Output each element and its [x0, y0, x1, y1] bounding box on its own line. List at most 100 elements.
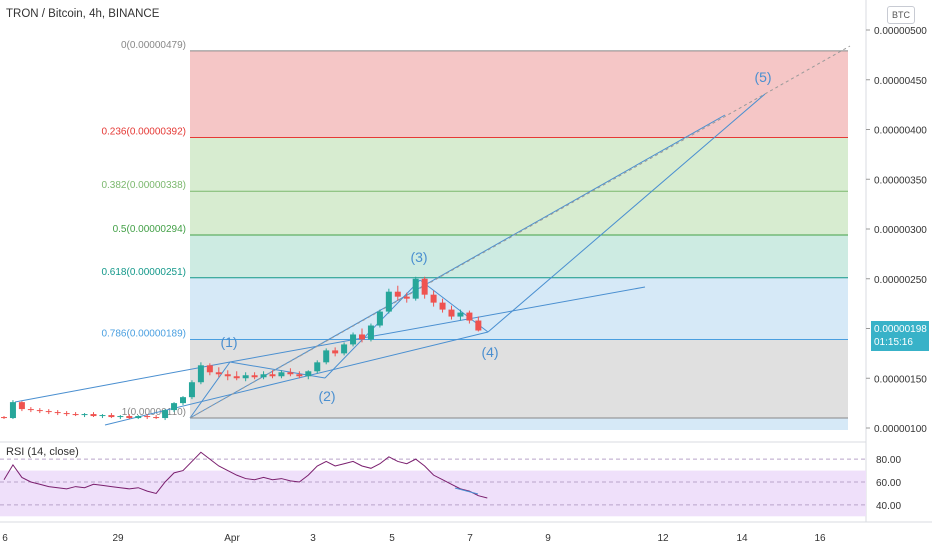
candle-body — [449, 310, 455, 317]
candle-body — [207, 365, 213, 372]
candle-body — [28, 409, 34, 410]
candle-body — [82, 414, 88, 415]
y-tick-label: 0.00000450 — [874, 76, 927, 87]
candle-body — [278, 372, 284, 376]
candle-body — [198, 365, 204, 382]
candle-body — [99, 415, 105, 416]
candle-body — [234, 376, 240, 378]
fib-level-label: 0.236(0.00000392) — [101, 126, 186, 137]
candle-body — [46, 411, 52, 412]
candle-body — [404, 297, 410, 299]
candle-body — [350, 334, 356, 344]
rsi-tick-label: 60.00 — [876, 478, 901, 489]
candle-body — [314, 362, 320, 371]
candle-body — [440, 303, 446, 310]
candle-body — [332, 350, 338, 353]
candle-body — [216, 372, 222, 374]
candle-body — [395, 292, 401, 297]
rsi-tick-label: 40.00 — [876, 501, 901, 512]
y-tick-label: 0.00000350 — [874, 175, 927, 186]
last-price-badge: 0.00000198 01:15:16 — [871, 321, 929, 351]
wave-label: (2) — [318, 388, 335, 404]
fib-level-label: 0.5(0.00000294) — [113, 224, 186, 235]
x-tick-label: Apr — [224, 533, 240, 544]
wave-label: (5) — [754, 69, 771, 85]
x-tick-label: 14 — [736, 533, 748, 544]
fib-zone — [190, 191, 848, 235]
fib-level-label: 0.786(0.00000189) — [101, 328, 186, 339]
fib-zone — [190, 278, 848, 340]
candle-body — [73, 414, 79, 415]
candle-body — [475, 321, 481, 331]
fib-level-label: 0.618(0.00000251) — [101, 267, 186, 278]
fib-zone — [190, 51, 848, 138]
y-tick-label: 0.00000250 — [874, 275, 927, 286]
candle-body — [1, 417, 7, 418]
fib-level-label: 0.382(0.00000338) — [101, 180, 186, 191]
fib-zone — [190, 137, 848, 191]
fib-zone — [190, 418, 848, 430]
wave-label: (3) — [410, 249, 427, 265]
candle-body — [117, 416, 123, 417]
price-axis[interactable]: 0.00000500 0.00000450 0.00000400 0.00000350… — [866, 0, 927, 522]
x-tick-label: 29 — [112, 533, 124, 544]
fib-zone — [190, 235, 848, 278]
candle-body — [296, 374, 302, 376]
rsi-title: RSI (14, close) — [6, 446, 79, 458]
candle-body — [19, 402, 25, 409]
candle-body — [270, 374, 276, 376]
rsi-pane[interactable]: 40.00 60.00 80.00 — [0, 442, 901, 516]
x-tick-label: 12 — [657, 533, 669, 544]
candle-body — [108, 415, 114, 417]
candle-body — [252, 375, 258, 377]
bar-countdown: 01:15:16 — [874, 336, 929, 349]
x-tick-label: 16 — [814, 533, 826, 544]
candle-body — [413, 279, 419, 299]
y-tick-label: 0.00000300 — [874, 225, 927, 236]
rsi-band — [0, 471, 866, 517]
rsi-tick-label: 80.00 — [876, 455, 901, 466]
candle-body — [368, 326, 374, 340]
candle-body — [287, 372, 293, 374]
candle-body — [377, 312, 383, 326]
candle-body — [431, 295, 437, 303]
y-tick-label: 0.00000150 — [874, 374, 927, 385]
candle-body — [341, 344, 347, 353]
time-axis[interactable]: 6 29 Apr 3 5 7 9 12 14 16 — [0, 522, 932, 544]
candle-body — [225, 374, 231, 376]
currency-button[interactable]: BTC — [887, 6, 915, 24]
candle-body — [144, 416, 150, 417]
candle-body — [457, 313, 463, 317]
x-tick-label: 3 — [310, 533, 316, 544]
x-tick-label: 7 — [467, 533, 473, 544]
candle-body — [189, 382, 195, 397]
candle-body — [261, 374, 267, 377]
last-price-value: 0.00000198 — [874, 323, 929, 336]
candle-body — [126, 416, 132, 418]
candle-body — [422, 279, 428, 295]
x-tick-label: 5 — [389, 533, 395, 544]
candle-body — [180, 397, 186, 403]
x-tick-label: 6 — [2, 533, 8, 544]
y-tick-label: 0.00000100 — [874, 424, 927, 435]
candle-body — [64, 413, 70, 414]
fibonacci-retracement[interactable]: 0(0.00000479) 0.236(0.00000392) 0.382(0.00… — [101, 40, 848, 430]
candle-body — [91, 414, 97, 416]
candle-body — [171, 403, 177, 410]
wave-label: (1) — [220, 334, 237, 350]
candle-body — [359, 334, 365, 339]
candle-body — [466, 313, 472, 321]
x-tick-label: 9 — [545, 533, 551, 544]
candle-body — [135, 416, 141, 418]
candle-body — [323, 350, 329, 362]
candle-body — [386, 292, 392, 312]
candle-body — [37, 410, 43, 411]
candle-body — [162, 410, 168, 418]
fib-level-label: 0(0.00000479) — [121, 40, 186, 51]
chart-title: TRON / Bitcoin, 4h, BINANCE — [6, 8, 159, 20]
candle-body — [55, 412, 61, 413]
candle-body — [153, 417, 159, 418]
candle-body — [305, 371, 311, 376]
candle-body — [243, 375, 249, 378]
